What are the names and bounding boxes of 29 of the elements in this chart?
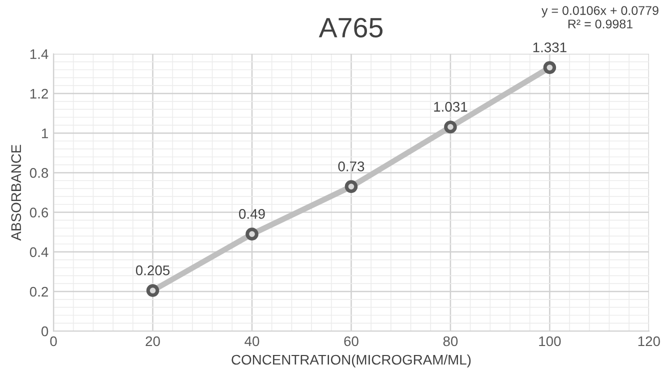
y-tick-label: 1 [42,128,48,138]
point [246,228,258,240]
x-tick-label: 120 [638,336,660,346]
data-label: 0.73 [338,161,364,172]
y-tick-label: 0.2 [30,286,48,297]
x-tick-label: 100 [539,336,561,346]
chart-title: A765 [318,18,382,38]
x-axis-title: CONCENTRATION(MICROGRAM/ML) [232,354,471,368]
y-tick-label: 0.6 [30,208,48,218]
data-label: 0.49 [239,209,265,219]
y-tick-label: 0.8 [30,168,48,178]
x-tick-label: 80 [443,336,458,346]
x-tick-label: 0 [50,336,57,346]
point [344,180,358,193]
x-tick-label: 60 [344,336,358,346]
y-tick-label: 0 [41,326,48,336]
y-tick-label: 1.4 [30,49,48,59]
point [543,61,556,74]
data-label: 1.031 [434,102,468,112]
y-axis-title: ABSORBANCE [11,144,22,241]
y-tick-label: 1.2 [30,88,48,99]
data-label: 0.205 [136,265,170,276]
text: y = 0.0106x + 0.0779 R² = 0.9981 [542,6,658,28]
point [444,120,457,134]
y-tick-label: 0.4 [30,247,48,258]
data-label: 1.331 [533,42,566,52]
x-tick-label: 20 [146,336,160,346]
x-tick-label: 40 [244,336,260,346]
point [146,284,160,297]
